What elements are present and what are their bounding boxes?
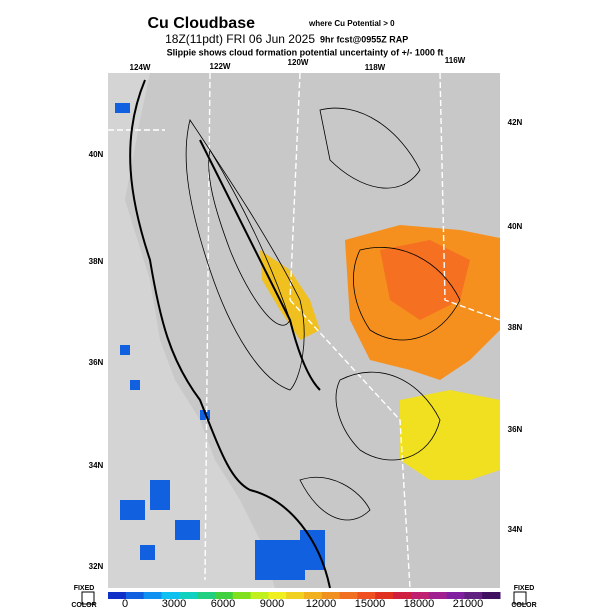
lon-label: 118W	[365, 63, 386, 72]
colorbar-segment	[143, 592, 162, 599]
lat-label: 36N	[508, 425, 523, 434]
colorbar-segment	[339, 592, 358, 599]
lat-label: 34N	[508, 525, 523, 534]
colorbar-tick-label: 15000	[355, 598, 386, 610]
contours	[185, 107, 461, 521]
lat-label: 38N	[508, 323, 523, 332]
color-label: COLOR	[511, 602, 536, 609]
valid-time: 18Z(11pdt) FRI 06 Jun 2025	[165, 32, 315, 46]
coastline	[129, 79, 331, 589]
map	[108, 72, 501, 589]
colorbar-segment	[446, 592, 465, 599]
fixed-box-left	[81, 591, 95, 605]
colorbar-tick-label: 21000	[453, 598, 484, 610]
lon-label: 120W	[288, 58, 309, 67]
colorbar-tick-label: 9000	[260, 598, 284, 610]
colorbar-segment	[410, 592, 430, 599]
state-borders	[108, 72, 501, 589]
colorbar-tick-label: 12000	[306, 598, 337, 610]
lat-label: 32N	[89, 562, 104, 571]
colorbar-tick-label: 18000	[404, 598, 435, 610]
colorbar-tick-label: 0	[122, 598, 128, 610]
fixed-label: FIXED	[74, 585, 95, 592]
blue-cells	[115, 103, 325, 580]
lat-label: 40N	[508, 222, 523, 231]
colorbar-segment	[428, 592, 448, 599]
colorbar-segment	[179, 592, 198, 599]
colorbar-segment	[108, 592, 127, 599]
lat-label: 40N	[89, 150, 104, 159]
colorbar-segment	[304, 592, 323, 599]
colorbar: FIXED COLOR FIXED COLOR 0 3000 6000 9000 120…	[71, 585, 536, 610]
lat-label: 36N	[89, 358, 104, 367]
yellow-area	[400, 390, 500, 480]
title: Cu Cloudbase	[147, 15, 255, 32]
colorbar-tick-label: 6000	[211, 598, 235, 610]
title-note: where Cu Potential > 0	[308, 19, 395, 28]
colorbar-segment	[393, 592, 412, 599]
dark-orange-area	[380, 240, 470, 320]
ocean	[108, 73, 275, 588]
lat-label: 42N	[508, 118, 523, 127]
colorbar-segment	[232, 592, 252, 599]
colorbar-segment	[197, 592, 216, 599]
lat-label: 34N	[89, 461, 104, 470]
lat-label: 38N	[89, 257, 104, 266]
colorbar-segment	[125, 592, 145, 599]
colorbar-segment	[268, 592, 287, 599]
fixed-box-right	[513, 591, 527, 605]
colorbar-segment	[482, 592, 501, 599]
colorbar-segment	[286, 592, 305, 599]
colorbar-segment	[161, 592, 180, 599]
geo-labels: 124W 122W 120W 118W 116W 40N 38N 36N 34N 32N 42N 40…	[89, 56, 523, 571]
colorbar-segment	[214, 592, 234, 599]
lon-label: 116W	[445, 56, 466, 65]
colorbar-segment	[357, 592, 376, 599]
ridge	[199, 139, 321, 391]
note: Slippie shows cloud formation potential …	[167, 47, 444, 57]
color-label: COLOR	[71, 602, 96, 609]
fixed-label: FIXED	[514, 585, 535, 592]
lon-label: 122W	[210, 62, 231, 71]
colorbar-segment	[321, 592, 341, 599]
colorbar-segment	[375, 592, 394, 599]
lon-label: 124W	[130, 63, 151, 72]
forecast: 9hr fcst@0955Z RAP	[320, 34, 408, 44]
colorbar-segment	[250, 592, 269, 599]
colorbar-tick-label: 3000	[162, 598, 186, 610]
colorbar-segment	[464, 592, 483, 599]
yellow-orange-area	[260, 250, 320, 340]
